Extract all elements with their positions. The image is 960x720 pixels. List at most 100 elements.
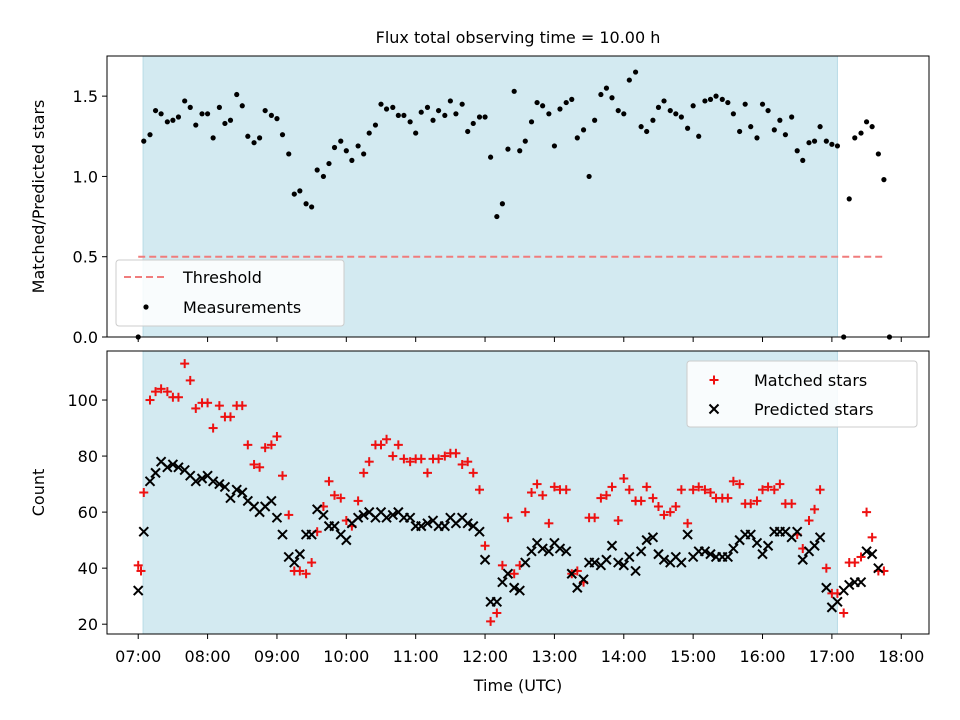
data-point bbox=[810, 504, 820, 514]
x-b bbox=[797, 554, 808, 565]
x-b bbox=[578, 574, 589, 585]
data-point bbox=[682, 529, 693, 540]
x-b bbox=[844, 579, 855, 591]
data-point bbox=[139, 488, 149, 497]
x-b bbox=[641, 534, 652, 546]
data-point bbox=[855, 576, 867, 588]
x-b bbox=[658, 554, 670, 565]
data-point bbox=[207, 476, 219, 487]
data-point bbox=[494, 213, 500, 220]
data-point bbox=[823, 138, 829, 144]
x-b bbox=[572, 582, 583, 593]
bottom-panel: 20 40 60 80 100 07:00 08:00 09:00 10:00 11:00 12:0… bbox=[29, 350, 930, 695]
data-point bbox=[624, 551, 635, 563]
data-point bbox=[162, 462, 173, 473]
x-b bbox=[329, 520, 340, 532]
data-point bbox=[580, 127, 587, 133]
data-point bbox=[511, 88, 517, 94]
data-point bbox=[225, 412, 235, 422]
x-b bbox=[179, 464, 190, 476]
x-b bbox=[422, 518, 433, 529]
x-b bbox=[520, 557, 531, 568]
data-point bbox=[395, 112, 401, 119]
data-point bbox=[136, 566, 146, 576]
x-b bbox=[606, 540, 618, 551]
x-b bbox=[682, 529, 693, 540]
data-point bbox=[586, 173, 592, 180]
data-point bbox=[722, 551, 734, 563]
data-point bbox=[829, 141, 835, 147]
data-point bbox=[613, 557, 624, 568]
data-point bbox=[699, 546, 711, 557]
x-b bbox=[814, 532, 826, 543]
x-b bbox=[237, 487, 248, 498]
data-point bbox=[800, 157, 806, 163]
legend-box bbox=[686, 360, 918, 428]
data-point bbox=[811, 138, 818, 144]
data-point bbox=[653, 502, 663, 512]
data-point bbox=[413, 130, 419, 136]
data-point bbox=[619, 473, 629, 483]
data-point bbox=[561, 485, 571, 495]
data-point bbox=[210, 135, 216, 141]
x-b bbox=[404, 512, 416, 523]
data-point bbox=[636, 496, 646, 506]
x-b bbox=[150, 467, 161, 479]
data-point bbox=[158, 111, 164, 117]
x-axis-label: Time (UTC) bbox=[473, 676, 562, 695]
x-tick-label: 17:00 bbox=[809, 647, 855, 666]
data-point bbox=[245, 133, 251, 139]
y-tick-label: 1.0 bbox=[73, 167, 98, 186]
data-point bbox=[665, 507, 675, 517]
data-point bbox=[540, 103, 546, 109]
data-point bbox=[557, 106, 563, 112]
x-b bbox=[416, 520, 427, 532]
x-tick-label: 10:00 bbox=[323, 647, 369, 666]
x-b bbox=[479, 554, 491, 565]
data-point bbox=[162, 387, 172, 397]
data-point bbox=[655, 104, 662, 110]
data-point bbox=[243, 440, 253, 450]
x-b bbox=[266, 495, 277, 507]
data-point bbox=[765, 107, 771, 114]
data-point bbox=[676, 557, 687, 568]
data-point bbox=[219, 481, 231, 493]
data-point bbox=[858, 130, 864, 136]
data-point bbox=[324, 476, 334, 486]
data-point bbox=[881, 177, 887, 183]
y-tick-label: 60 bbox=[78, 503, 98, 522]
data-point bbox=[422, 518, 433, 529]
legend-predicted-swatch-b bbox=[708, 403, 720, 415]
data-point bbox=[497, 576, 508, 588]
x-b bbox=[231, 484, 242, 495]
data-point bbox=[725, 99, 731, 106]
axes-frame bbox=[106, 350, 930, 635]
data-point bbox=[336, 493, 346, 503]
data-point bbox=[794, 148, 800, 154]
x-b bbox=[647, 532, 659, 543]
data-point bbox=[869, 124, 875, 130]
data-point bbox=[156, 384, 166, 394]
x-b bbox=[502, 568, 514, 579]
data-point bbox=[393, 440, 403, 450]
data-point bbox=[499, 201, 505, 207]
data-point bbox=[705, 548, 716, 560]
data-point bbox=[475, 485, 485, 495]
data-point bbox=[430, 117, 436, 123]
data-point bbox=[626, 77, 632, 83]
data-point bbox=[866, 548, 878, 560]
data-point bbox=[688, 485, 698, 495]
x-b bbox=[474, 526, 485, 537]
data-point bbox=[277, 471, 287, 481]
x-b bbox=[624, 551, 635, 563]
data-point bbox=[404, 512, 416, 523]
data-point bbox=[678, 114, 684, 120]
data-point bbox=[476, 114, 483, 120]
data-point bbox=[141, 138, 147, 144]
x-b bbox=[427, 515, 439, 526]
x-b bbox=[277, 529, 288, 540]
data-point bbox=[676, 485, 686, 495]
data-point bbox=[459, 101, 465, 107]
x-b bbox=[630, 565, 641, 577]
data-point bbox=[578, 574, 589, 585]
